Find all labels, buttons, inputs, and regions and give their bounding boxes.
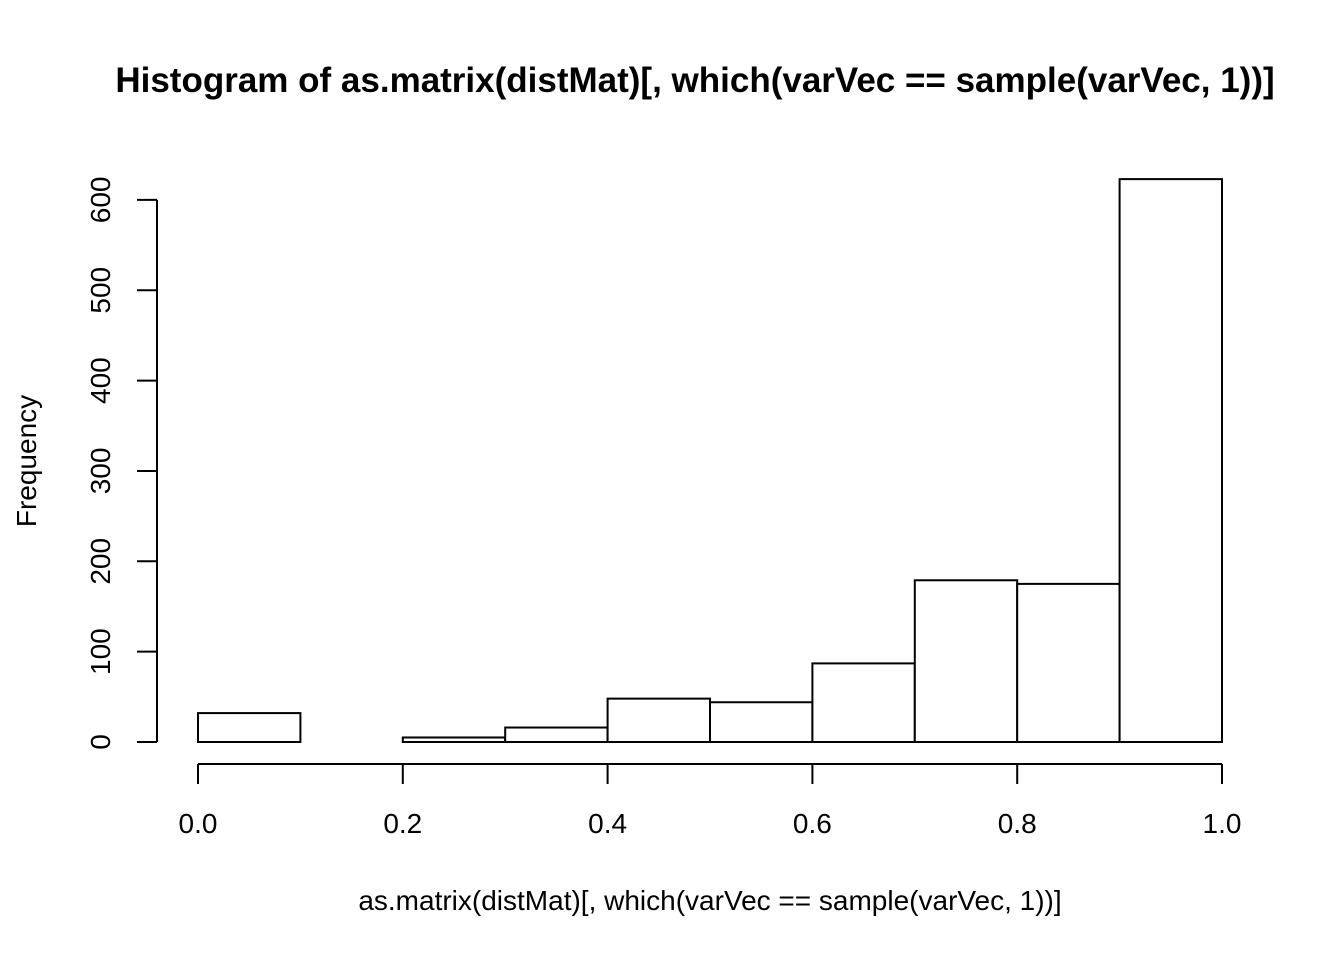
y-axis-label: Frequency (11, 395, 42, 527)
x-axis-label: as.matrix(distMat)[, which(varVec == sam… (358, 885, 1061, 916)
histogram-bar-7 (811, 662, 916, 744)
histogram-bar-5 (606, 697, 711, 744)
y-tick-label-0: 0 (85, 734, 116, 750)
x-tick-label-2: 0.4 (588, 808, 627, 839)
x-tick-label-0: 0.0 (179, 808, 218, 839)
x-tick-label-3: 0.6 (793, 808, 832, 839)
y-tick-label-4: 400 (85, 357, 116, 404)
histogram-bar-9 (1016, 582, 1121, 744)
y-tick-label-6: 600 (85, 177, 116, 224)
histogram-bar-4 (504, 726, 609, 744)
chart-title: Histogram of as.matrix(distMat)[, which(… (115, 61, 1274, 100)
histogram-bar-6 (709, 701, 814, 743)
y-tick-label-2: 200 (85, 538, 116, 585)
histogram-bar-10 (1118, 178, 1223, 743)
histogram-bar-8 (913, 579, 1019, 743)
x-axis: 0.0 0.2 0.4 0.6 0.8 1.0 (179, 763, 1242, 839)
y-tick-label-1: 100 (85, 628, 116, 675)
histogram-bar-1 (197, 712, 302, 744)
y-axis: 0 100 200 300 400 500 600 (85, 177, 158, 750)
histogram-bar-3 (401, 736, 507, 743)
y-tick-label-3: 300 (85, 448, 116, 495)
x-tick-label-5: 1.0 (1203, 808, 1242, 839)
x-tick-label-1: 0.2 (383, 808, 422, 839)
bars-group (197, 178, 1223, 744)
x-tick-label-4: 0.8 (998, 808, 1037, 839)
y-tick-label-5: 500 (85, 267, 116, 314)
